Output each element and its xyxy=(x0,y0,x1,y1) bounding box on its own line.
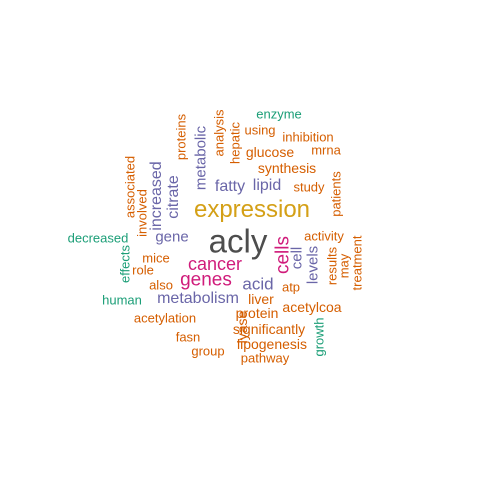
word-acly: acly xyxy=(208,222,268,260)
word-synthesis: synthesis xyxy=(257,160,317,176)
word-mrna: mrna xyxy=(311,142,341,158)
word-metabolic: metabolic xyxy=(192,125,210,191)
word-inhibition: inhibition xyxy=(282,129,334,145)
word-study: study xyxy=(293,179,325,195)
word-treatment: treatment xyxy=(349,235,365,291)
word-mice: mice xyxy=(142,250,170,266)
word-hepatic: hepatic xyxy=(227,122,243,164)
word-increased: increased xyxy=(148,161,165,231)
word-fatty: fatty xyxy=(214,178,246,195)
word-group: group xyxy=(191,343,225,359)
word-acetylcoa: acetylcoa xyxy=(282,299,342,315)
word-also: also xyxy=(149,277,173,293)
word-analysis: analysis xyxy=(211,109,227,157)
word-role: role xyxy=(132,262,154,278)
word-glucose: glucose xyxy=(245,144,295,160)
word-growth: growth xyxy=(311,317,327,357)
word-pathway: pathway xyxy=(240,350,290,366)
word-cell: cell xyxy=(288,246,306,270)
word-fasn: fasn xyxy=(175,329,201,345)
word-expression: expression xyxy=(193,196,311,223)
word-acid: acid xyxy=(242,274,274,294)
word-activity: activity xyxy=(304,228,344,244)
word-lipid: lipid xyxy=(252,177,282,194)
word-acetylation: acetylation xyxy=(133,310,197,326)
word-involved: involved xyxy=(134,189,150,237)
word-decreased: decreased xyxy=(67,230,129,246)
word-patients: patients xyxy=(328,171,344,217)
word-protein: protein xyxy=(235,305,279,321)
word-significantly: significantly xyxy=(232,321,306,337)
word-using: using xyxy=(244,122,276,138)
word-effects: effects xyxy=(117,244,133,284)
word-metabolism: metabolism xyxy=(157,290,239,307)
word-proteins: proteins xyxy=(173,113,189,161)
word-human: human xyxy=(102,292,142,308)
word-cancer: cancer xyxy=(187,254,243,274)
word-genes: genes xyxy=(180,269,232,291)
word-citrate: citrate xyxy=(165,175,182,219)
word-enzyme: enzyme xyxy=(256,106,302,122)
word-liver: liver xyxy=(248,291,274,307)
word-gene: gene xyxy=(155,228,189,246)
word-atp: atp xyxy=(281,279,301,295)
word-lipogenesis: lipogenesis xyxy=(236,336,308,352)
word-levels: levels xyxy=(304,245,322,285)
